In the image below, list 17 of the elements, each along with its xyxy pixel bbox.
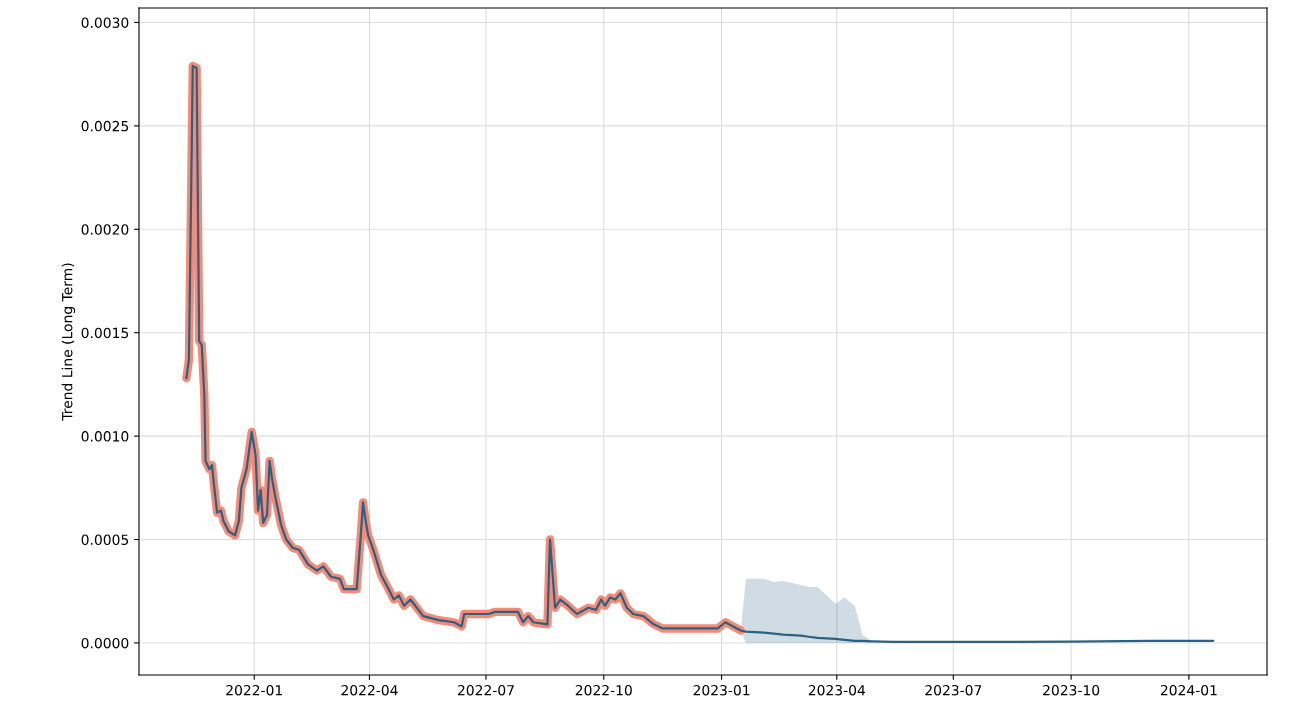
y-axis-title: Trend Line (Long Term) xyxy=(61,263,76,421)
y-tick-label: 0.0010 xyxy=(81,431,129,442)
x-tick-label: 2023-07 xyxy=(925,684,982,696)
y-tick-label: 0.0015 xyxy=(81,327,129,339)
y-tick-label: 0.0005 xyxy=(81,534,129,546)
y-tick-label: 0.0020 xyxy=(81,224,129,235)
x-tick-label: 2024-01 xyxy=(1160,684,1217,696)
y-tick-label: 0.0000 xyxy=(81,637,129,649)
x-tick-label: 2023-10 xyxy=(1043,684,1100,696)
x-tick-label: 2022-07 xyxy=(457,684,514,696)
y-tick-label: 0.0025 xyxy=(81,120,129,132)
x-tick-label: 2022-04 xyxy=(341,684,398,696)
y-tick-label: 0.0030 xyxy=(81,17,129,28)
x-tick-label: 2023-04 xyxy=(808,684,866,696)
x-tick-label: 2023-01 xyxy=(693,684,750,696)
x-tick-label: 2022-01 xyxy=(226,684,282,696)
x-tick-label: 2022-10 xyxy=(575,684,632,696)
